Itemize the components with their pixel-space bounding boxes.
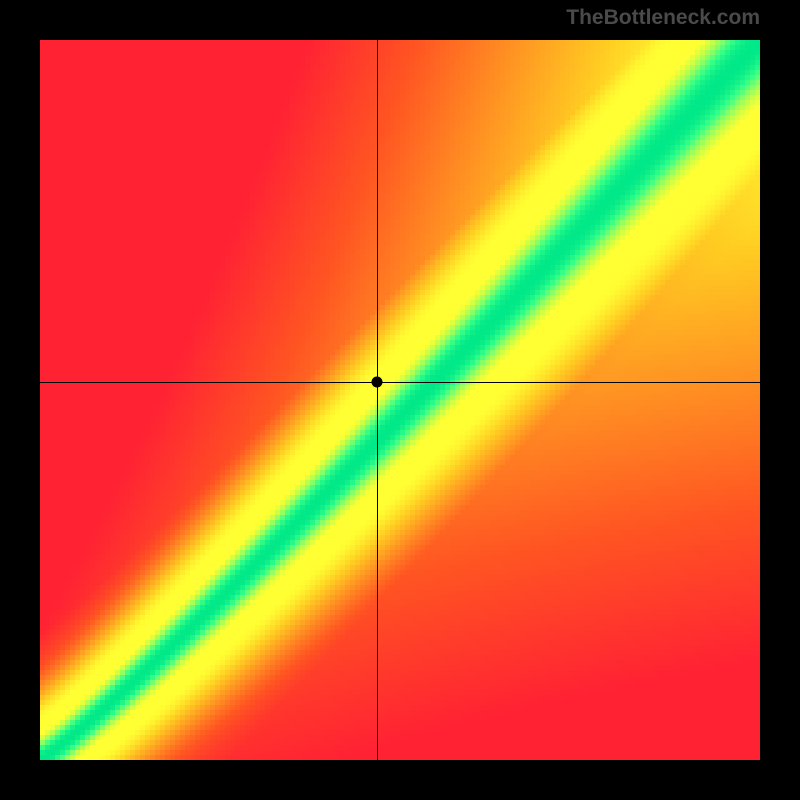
frame-right bbox=[760, 0, 800, 800]
watermark-text: TheBottleneck.com bbox=[566, 6, 760, 30]
crosshair-horizontal bbox=[40, 382, 760, 383]
crosshair-vertical bbox=[377, 40, 378, 760]
crosshair-marker bbox=[371, 377, 382, 388]
frame-left bbox=[0, 0, 40, 800]
heatmap-canvas bbox=[40, 40, 760, 760]
frame-bottom bbox=[0, 760, 800, 800]
heatmap-plot bbox=[40, 40, 760, 760]
